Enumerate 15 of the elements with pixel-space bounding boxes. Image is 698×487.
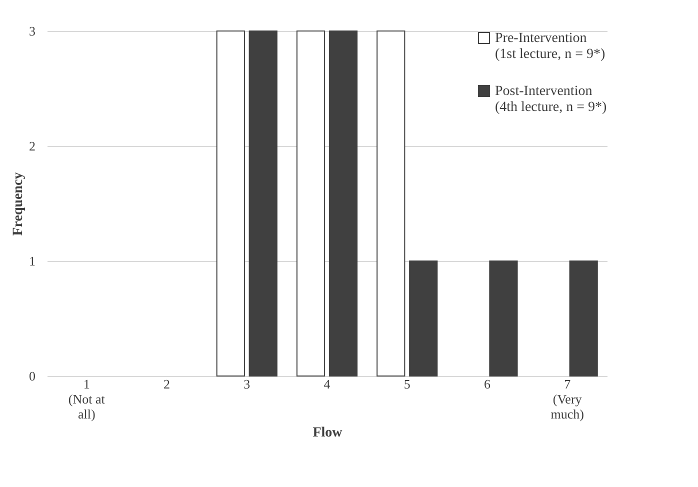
legend-label: Pre-Intervention (1st lecture, n = 9*) — [495, 31, 606, 62]
x-tick-label: 5 — [404, 376, 410, 392]
y-tick-label: 0 — [29, 368, 36, 384]
y-tick-label: 1 — [29, 254, 36, 268]
x-tick-label: 6 — [484, 376, 491, 392]
x-axis-title: Flow — [312, 426, 344, 440]
y-tick-label: 3 — [29, 24, 36, 38]
x-tick-label: 3 — [244, 376, 250, 392]
x-tick-label: 2 — [164, 376, 170, 392]
legend-label: Post-Intervention (4th lecture, n = 9*) — [495, 84, 608, 115]
x-tick-label: 7 (Very much) — [550, 376, 584, 422]
x-tick-label: 1 (Not at all) — [68, 376, 106, 422]
y-tick-label: 2 — [29, 138, 36, 154]
y-axis-title: Frequency — [11, 172, 26, 236]
x-tick-label: 4 — [324, 376, 331, 392]
